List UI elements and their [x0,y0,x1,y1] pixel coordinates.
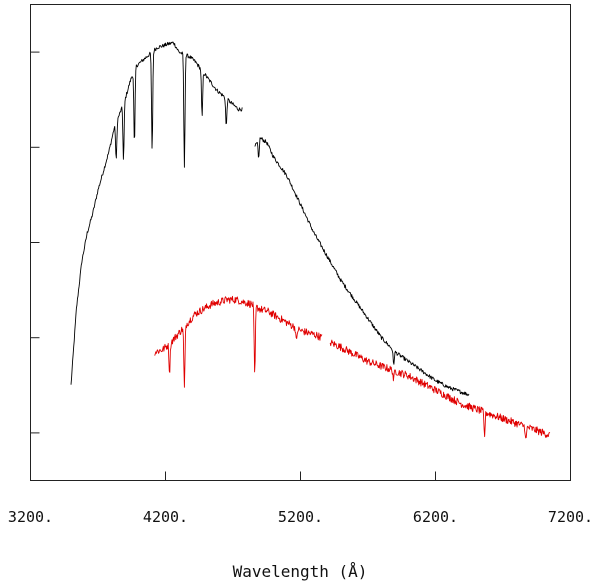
series-0-segment-1 [254,137,470,397]
x-axis-ticks [165,471,436,481]
x-axis-title: Wavelength (Å) [233,562,368,581]
x-tick-label-0: 3200. [8,508,53,526]
series-0-segment-0 [70,41,243,385]
y-axis-ticks [30,51,40,434]
x-tick-label-4: 7200. [548,508,593,526]
x-tick-label-1: 4200. [143,508,188,526]
x-tick-labels: 3200. 4200. 5200. 6200. 7200. [8,508,593,526]
x-tick-label-3: 6200. [413,508,458,526]
series-layer [70,41,551,439]
x-tick-label-2: 5200. [278,508,323,526]
plot-frame [30,4,571,481]
series-1-segment-0 [154,295,323,388]
series-1-segment-1 [329,339,551,439]
